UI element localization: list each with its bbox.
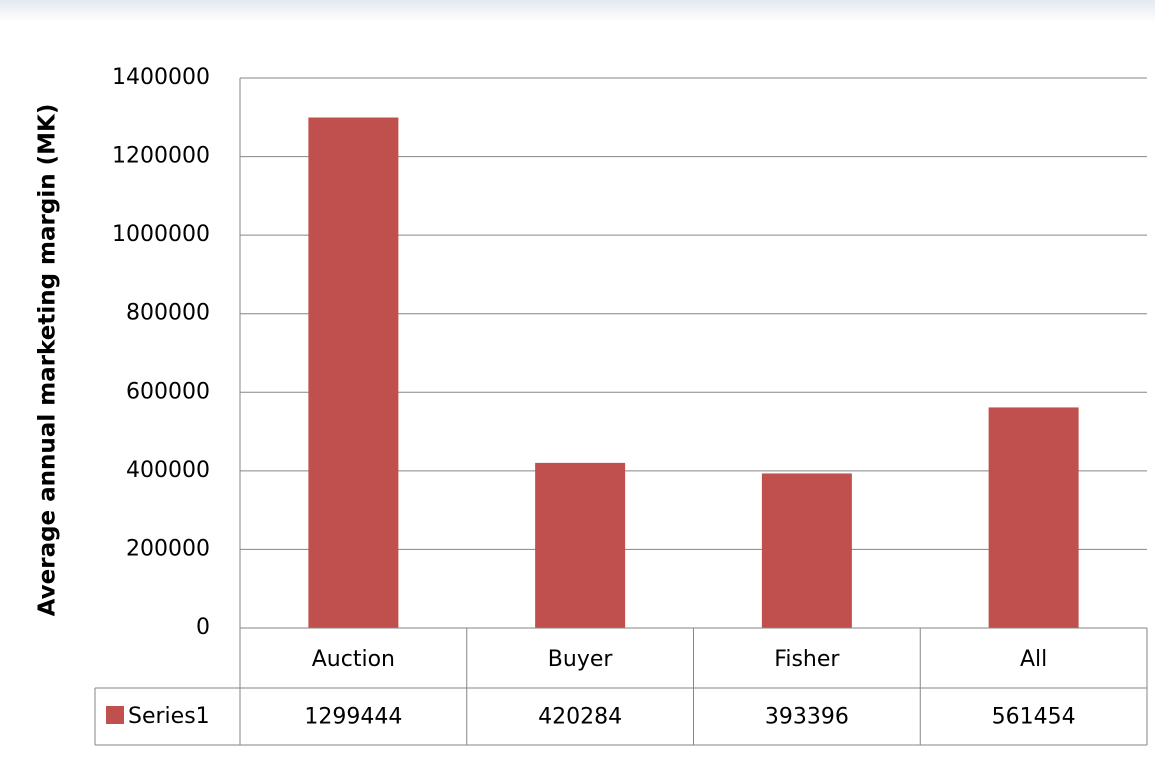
y-tick-label: 200000	[126, 536, 210, 561]
x-tick-label: Fisher	[774, 647, 840, 672]
bar	[308, 117, 399, 628]
x-tick-label: Auction	[312, 647, 395, 672]
y-tick-label: 600000	[126, 379, 210, 404]
bar	[988, 407, 1079, 628]
legend-label: Series1	[128, 704, 210, 729]
bar	[535, 462, 626, 628]
data-table-value: 393396	[765, 705, 849, 730]
y-tick-label: 0	[196, 615, 210, 640]
legend-key	[106, 706, 124, 724]
frame-shade	[0, 0, 1155, 22]
x-tick-label: Buyer	[548, 647, 614, 672]
bar	[761, 473, 852, 628]
data-table-value: 561454	[992, 705, 1076, 730]
y-tick-label: 1200000	[112, 144, 210, 169]
y-axis-title: Average annual marketing margin (MK)	[35, 104, 61, 617]
y-tick-label: 1400000	[112, 65, 210, 90]
y-tick-label: 1000000	[112, 222, 210, 247]
x-tick-label: All	[1020, 647, 1047, 672]
y-tick-label: 800000	[126, 301, 210, 326]
y-tick-label: 400000	[126, 458, 210, 483]
data-table-value: 420284	[538, 705, 622, 730]
data-table-value: 1299444	[304, 705, 402, 730]
